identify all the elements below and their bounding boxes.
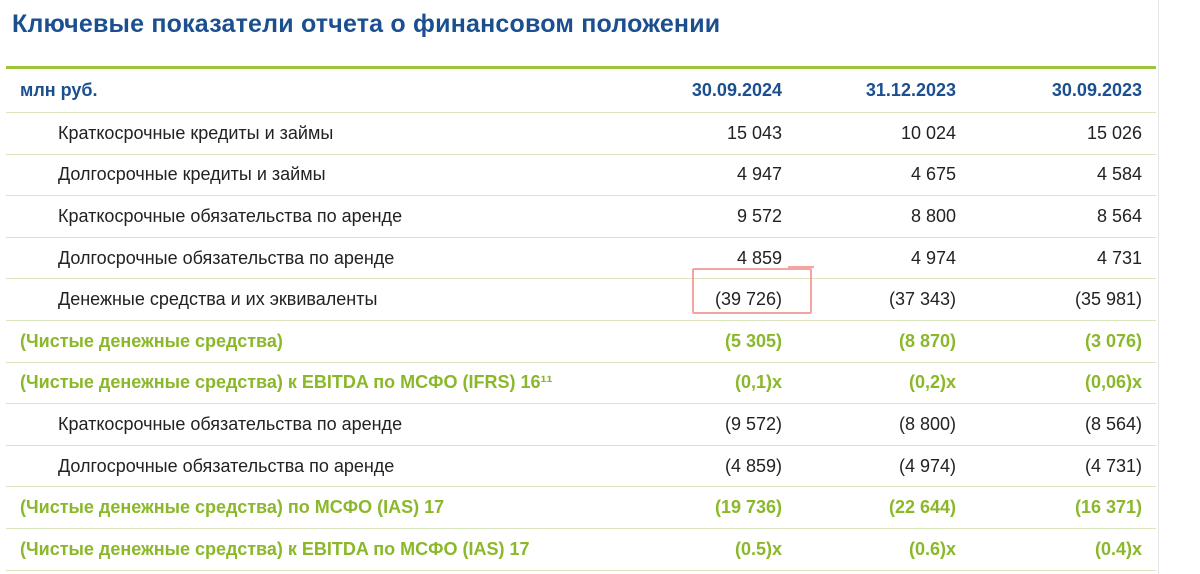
table-row-total: (Чистые денежные средства) (5 305) (8 87… bbox=[6, 321, 1156, 363]
row-value-col3: 4 584 bbox=[1096, 164, 1142, 185]
row-value-col3: (16 371) bbox=[1074, 497, 1142, 518]
row-value-col3: 8 564 bbox=[1096, 205, 1142, 226]
page-title: Ключевые показатели отчета о финансовом … bbox=[12, 10, 721, 38]
row-label: (Чистые денежные средства) к EBITDA по М… bbox=[20, 538, 530, 559]
table-row: Долгосрочные обязательства по аренде 4 8… bbox=[6, 238, 1156, 280]
row-value-col1: 4 947 bbox=[736, 164, 782, 185]
row-label: Денежные средства и их эквиваленты bbox=[58, 289, 378, 310]
row-value-col2: (8 800) bbox=[898, 413, 956, 434]
row-value-col2: (8 870) bbox=[898, 330, 956, 351]
row-label: Краткосрочные кредиты и займы bbox=[58, 122, 334, 143]
table-row: Долгосрочные обязательства по аренде (4 … bbox=[6, 446, 1156, 488]
row-value-col2: (37 343) bbox=[888, 289, 956, 310]
row-label: Долгосрочные обязательства по аренде bbox=[58, 247, 395, 268]
table-top-rule bbox=[6, 66, 1156, 69]
row-value-col1: (5 305) bbox=[724, 330, 782, 351]
row-value-col1: 9 572 bbox=[736, 205, 782, 226]
column-header-31-12-2023: 31.12.2023 bbox=[865, 80, 956, 100]
row-label: Краткосрочные обязательства по аренде bbox=[58, 413, 403, 434]
column-header-30-09-2023: 30.09.2023 bbox=[1051, 80, 1142, 100]
row-value-col3: (35 981) bbox=[1074, 289, 1142, 310]
table-row: Краткосрочные кредиты и займы 15 043 10 … bbox=[6, 113, 1156, 155]
row-value-col2: (0,2)x bbox=[908, 372, 956, 393]
row-value-col2: 10 024 bbox=[900, 122, 956, 143]
row-value-col3: (3 076) bbox=[1084, 330, 1142, 351]
row-label: Долгосрочные обязательства по аренде bbox=[58, 455, 395, 476]
row-value-col3: (0,06)x bbox=[1084, 372, 1142, 393]
column-header-30-09-2024: 30.09.2024 bbox=[691, 80, 782, 100]
row-value-col3: (4 731) bbox=[1084, 455, 1142, 476]
row-label: (Чистые денежные средства) к EBITDA по М… bbox=[20, 372, 553, 393]
row-value-col1: (39 726) bbox=[714, 289, 782, 310]
row-value-col3: 4 731 bbox=[1096, 247, 1142, 268]
row-value-col1: (4 859) bbox=[724, 455, 782, 476]
table-header-row: млн руб. 30.09.2024 31.12.2023 30.09.202… bbox=[6, 69, 1156, 113]
row-value-col1: (19 736) bbox=[714, 497, 782, 518]
table-row-total: (Чистые денежные средства) к EBITDA по М… bbox=[6, 363, 1156, 405]
row-value-col1: (9 572) bbox=[724, 413, 782, 434]
row-value-col1: 15 043 bbox=[726, 122, 782, 143]
row-label: (Чистые денежные средства) по МСФО (IAS)… bbox=[20, 497, 445, 518]
row-value-col2: 4 675 bbox=[910, 164, 956, 185]
row-value-col2: (0.6)x bbox=[908, 538, 956, 559]
table-row-total: (Чистые денежные средства) по МСФО (IAS)… bbox=[6, 487, 1156, 529]
row-value-col1: (0,1)x bbox=[734, 372, 782, 393]
row-value-col3: (8 564) bbox=[1084, 413, 1142, 434]
table-row: Краткосрочные обязательства по аренде (9… bbox=[6, 404, 1156, 446]
table-row: Краткосрочные обязательства по аренде 9 … bbox=[6, 196, 1156, 238]
row-label: Краткосрочные обязательства по аренде bbox=[58, 205, 403, 226]
table-row-total: (Чистые денежные средства) к EBITDA по М… bbox=[6, 529, 1156, 571]
table-row: Долгосрочные кредиты и займы 4 947 4 675… bbox=[6, 155, 1156, 197]
row-value-col2: (22 644) bbox=[888, 497, 956, 518]
row-value-col1: 4 859 bbox=[736, 247, 782, 268]
row-value-col3: 15 026 bbox=[1086, 122, 1142, 143]
row-value-col3: (0.4)x bbox=[1094, 538, 1142, 559]
row-label: Долгосрочные кредиты и займы bbox=[58, 164, 326, 185]
row-value-col2: 8 800 bbox=[910, 205, 956, 226]
table-row: Денежные средства и их эквиваленты (39 7… bbox=[6, 279, 1156, 321]
unit-label: млн руб. bbox=[20, 80, 98, 100]
row-label: (Чистые денежные средства) bbox=[20, 330, 283, 351]
row-value-col2: (4 974) bbox=[898, 455, 956, 476]
page-edge-divider bbox=[1158, 0, 1159, 574]
row-value-col1: (0.5)x bbox=[734, 538, 782, 559]
row-value-col2: 4 974 bbox=[910, 247, 956, 268]
financial-table: млн руб. 30.09.2024 31.12.2023 30.09.202… bbox=[6, 66, 1156, 571]
